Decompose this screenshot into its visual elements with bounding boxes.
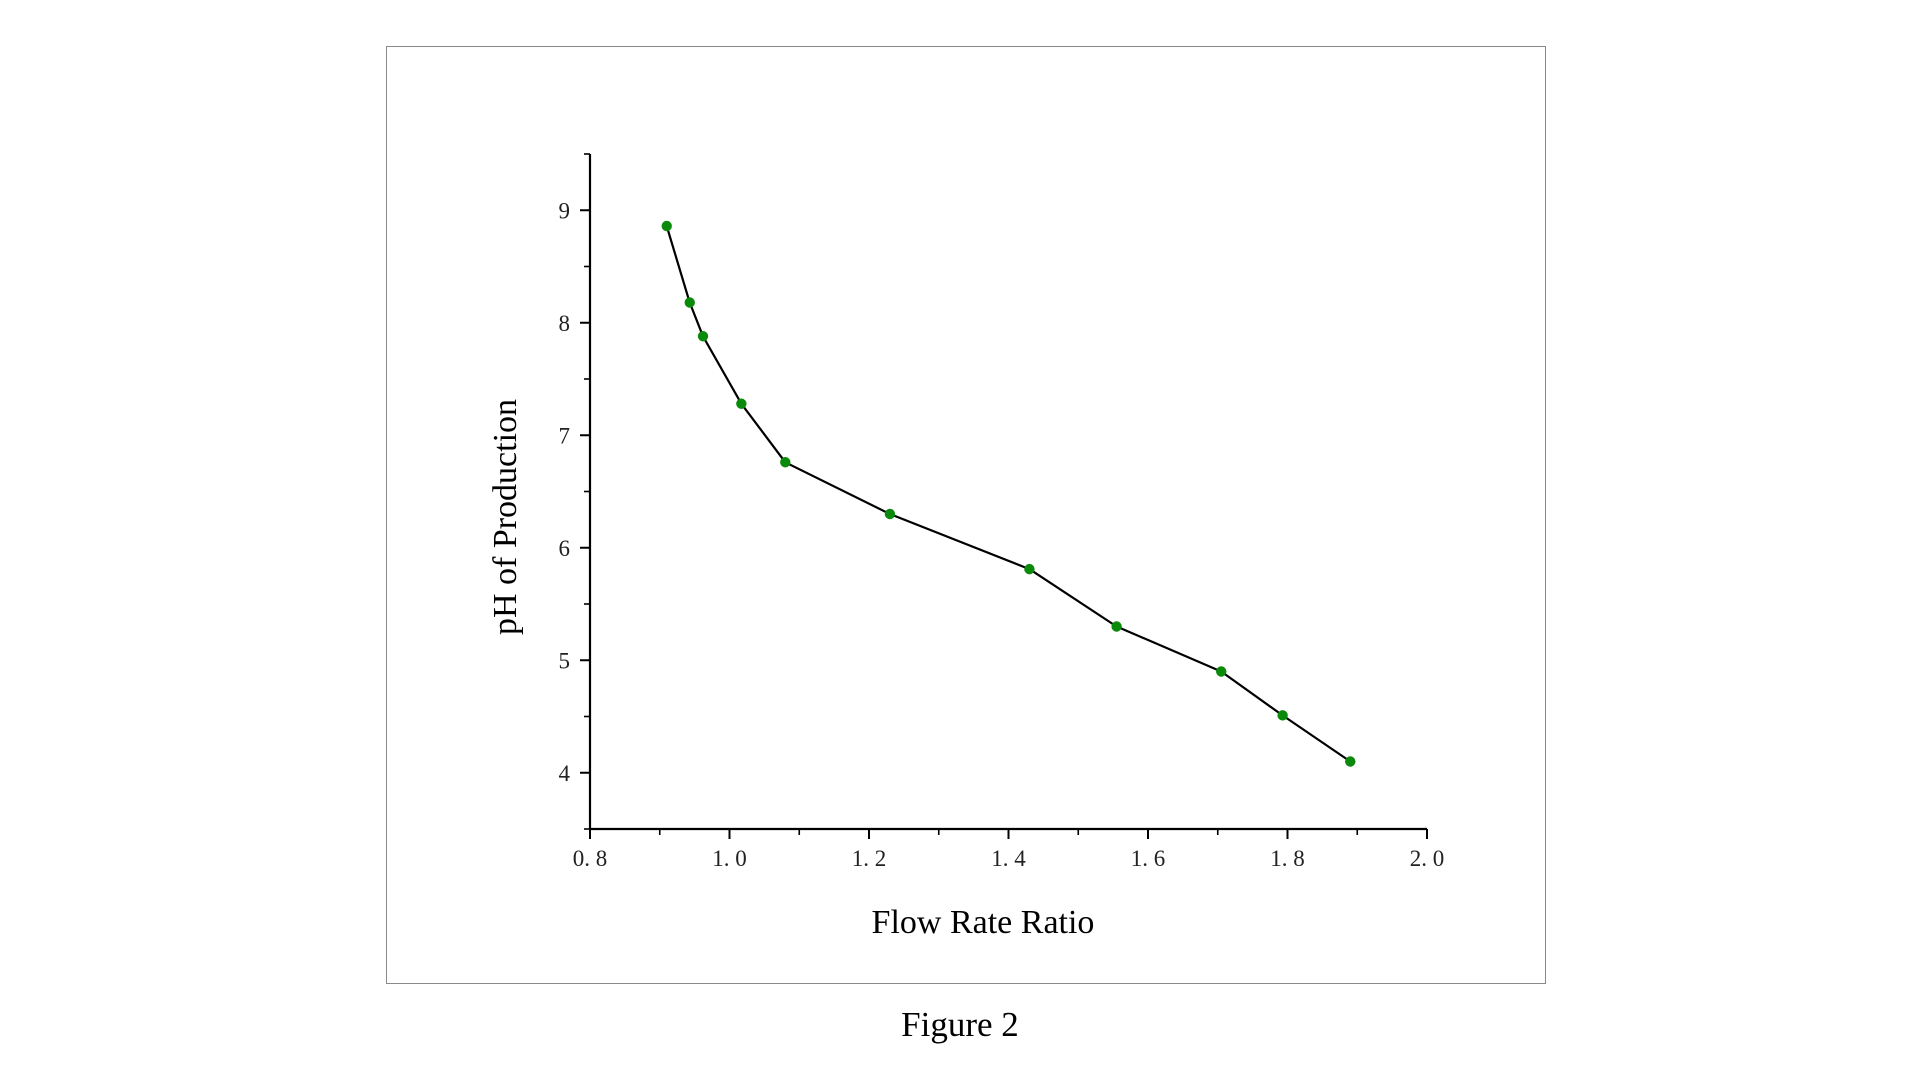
y-tick-label: 9	[559, 198, 571, 223]
data-point	[1277, 710, 1288, 721]
data-point	[684, 297, 695, 308]
figure-frame	[386, 46, 1546, 984]
data-point	[780, 457, 791, 468]
data-point	[1216, 666, 1227, 677]
y-tick-label: 6	[559, 536, 571, 561]
x-tick-label: 1. 6	[1131, 846, 1166, 871]
x-tick-label: 1. 4	[991, 846, 1026, 871]
x-axis-label: Flow Rate Ratio	[872, 904, 1095, 941]
data-point	[884, 508, 896, 520]
x-tick-label: 0. 8	[573, 846, 608, 871]
figure-caption: Figure 2	[901, 1005, 1019, 1044]
y-tick-label: 5	[559, 648, 571, 673]
chart-ticks: 0. 8 1. 0 1. 2 1. 4 1. 6 1. 8 2. 0 4 5 6 7 8 9	[559, 153, 1445, 871]
data-point	[736, 398, 747, 409]
data-point	[1111, 621, 1122, 632]
data-point	[1024, 563, 1035, 575]
y-tick-label: 7	[559, 423, 571, 448]
y-tick-label: 4	[559, 761, 571, 786]
y-axis-label: pH of Production	[487, 399, 524, 635]
x-tick-label: 2. 0	[1410, 846, 1445, 871]
data-point	[697, 331, 709, 342]
x-tick-label: 1. 8	[1270, 846, 1305, 871]
data-point	[1345, 756, 1356, 767]
series-line	[665, 225, 1351, 763]
chart-series	[661, 220, 1356, 767]
y-tick-label: 8	[559, 311, 571, 336]
data-point	[661, 220, 672, 232]
x-tick-label: 1. 0	[712, 846, 747, 871]
x-tick-label: 1. 2	[852, 846, 887, 871]
